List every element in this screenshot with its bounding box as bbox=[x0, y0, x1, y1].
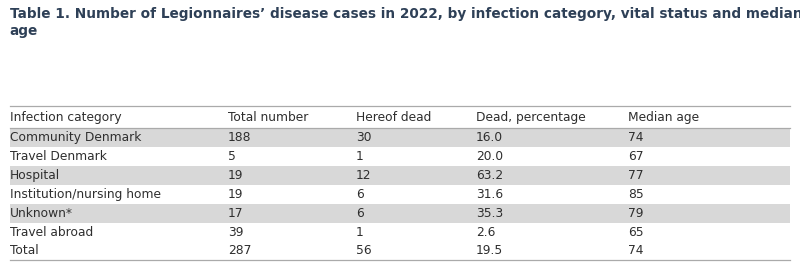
Text: Infection category: Infection category bbox=[10, 111, 122, 124]
Text: 20.0: 20.0 bbox=[476, 150, 503, 163]
Text: 35.3: 35.3 bbox=[476, 207, 503, 220]
Text: 19: 19 bbox=[228, 188, 243, 201]
Text: 30: 30 bbox=[356, 131, 371, 144]
Text: 1: 1 bbox=[356, 150, 364, 163]
Text: 16.0: 16.0 bbox=[476, 131, 503, 144]
Text: 67: 67 bbox=[628, 150, 643, 163]
Bar bbox=[10, 166, 790, 185]
Text: 19.5: 19.5 bbox=[476, 244, 503, 258]
Text: Travel Denmark: Travel Denmark bbox=[10, 150, 106, 163]
Text: Hereof dead: Hereof dead bbox=[356, 111, 431, 124]
Text: 6: 6 bbox=[356, 188, 364, 201]
Text: 6: 6 bbox=[356, 207, 364, 220]
Text: 188: 188 bbox=[228, 131, 251, 144]
Text: Unknown*: Unknown* bbox=[10, 207, 73, 220]
Bar bbox=[10, 204, 790, 223]
Text: 31.6: 31.6 bbox=[476, 188, 503, 201]
Text: Hospital: Hospital bbox=[10, 169, 60, 182]
Text: 287: 287 bbox=[228, 244, 251, 258]
Text: 79: 79 bbox=[628, 207, 643, 220]
Text: Total: Total bbox=[10, 244, 38, 258]
Text: 2.6: 2.6 bbox=[476, 226, 495, 239]
Text: 85: 85 bbox=[628, 188, 644, 201]
Text: 1: 1 bbox=[356, 226, 364, 239]
Text: 19: 19 bbox=[228, 169, 243, 182]
Text: Table 1. Number of Legionnaires’ disease cases in 2022, by infection category, v: Table 1. Number of Legionnaires’ disease… bbox=[10, 7, 800, 38]
Text: 5: 5 bbox=[228, 150, 236, 163]
Bar bbox=[10, 128, 790, 147]
Text: Total number: Total number bbox=[228, 111, 308, 124]
Text: Dead, percentage: Dead, percentage bbox=[476, 111, 586, 124]
Text: 65: 65 bbox=[628, 226, 644, 239]
Text: 39: 39 bbox=[228, 226, 243, 239]
Text: Institution/nursing home: Institution/nursing home bbox=[10, 188, 161, 201]
Text: 74: 74 bbox=[628, 131, 643, 144]
Text: 74: 74 bbox=[628, 244, 643, 258]
Text: Travel abroad: Travel abroad bbox=[10, 226, 93, 239]
Text: 63.2: 63.2 bbox=[476, 169, 503, 182]
Text: 17: 17 bbox=[228, 207, 243, 220]
Text: 77: 77 bbox=[628, 169, 643, 182]
Text: Median age: Median age bbox=[628, 111, 699, 124]
Text: 56: 56 bbox=[356, 244, 372, 258]
Text: 12: 12 bbox=[356, 169, 371, 182]
Text: Community Denmark: Community Denmark bbox=[10, 131, 141, 144]
